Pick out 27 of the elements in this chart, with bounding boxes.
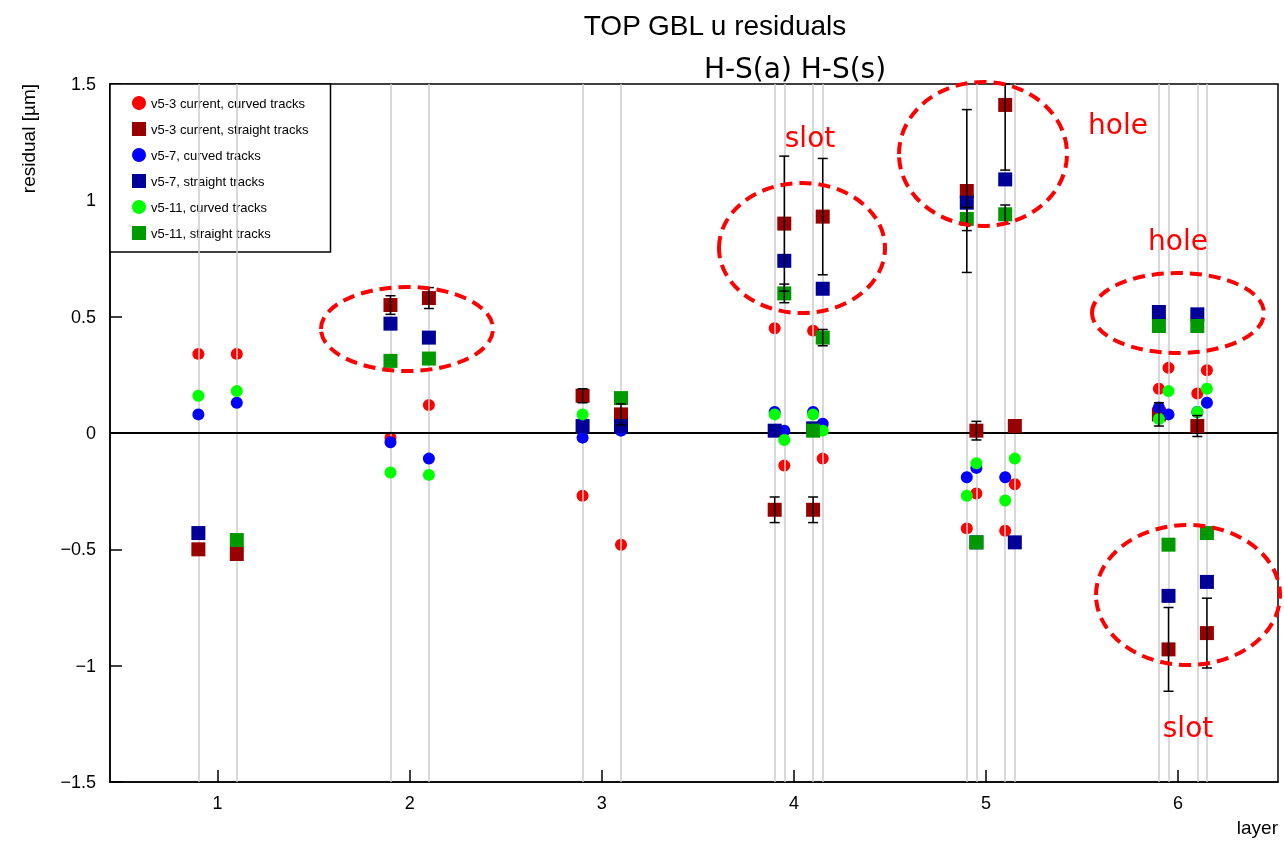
annotation: H-S(a) H-S(s) — [703, 51, 887, 85]
y-tick-label: 0.5 — [70, 306, 96, 327]
x-axis-title: layer — [1236, 817, 1279, 838]
x-tick-label: 5 — [980, 793, 992, 813]
x-tick-label: 4 — [788, 793, 799, 813]
y-tick-label: 1.5 — [70, 74, 96, 94]
x-tick-label: 2 — [404, 793, 415, 813]
x-tick-label: 6 — [1173, 793, 1184, 813]
legend-label: v5-3 current, straight tracks — [151, 121, 309, 137]
y-tick-label: 0 — [85, 423, 96, 443]
y-tick-label: 1 — [85, 190, 96, 211]
annotation: hole — [1088, 107, 1148, 141]
annotation: slot — [1162, 710, 1214, 744]
y-tick-label: −0.5 — [60, 539, 96, 560]
legend-label: v5-11, straight tracks — [151, 225, 272, 241]
x-tick-label: 1 — [212, 793, 223, 813]
y-axis-title: residual [µm] — [17, 84, 39, 194]
x-tick-label: 3 — [596, 793, 607, 813]
chart-title: TOP GBL u residuals — [583, 9, 847, 41]
legend-label: v5-3 current, curved tracks — [151, 95, 306, 111]
annotation: slot — [784, 120, 836, 154]
legend-label: v5-7, curved tracks — [151, 147, 262, 163]
legend-label: v5-7, straight tracks — [151, 173, 265, 189]
y-tick-label: −1.5 — [60, 772, 96, 792]
legend-label: v5-11, curved tracks — [151, 199, 268, 215]
y-tick-label: −1 — [75, 655, 96, 676]
annotation: hole — [1148, 223, 1208, 257]
